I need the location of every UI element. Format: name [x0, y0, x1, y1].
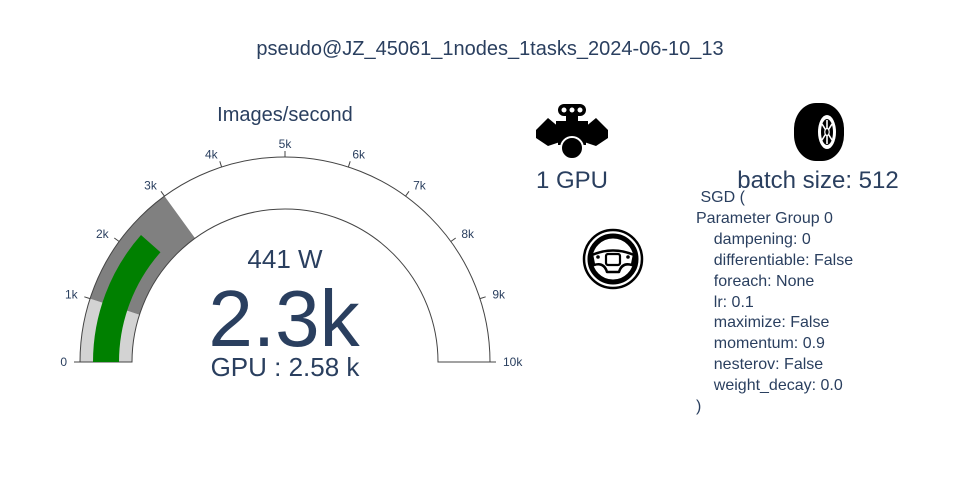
optimizer-line: SGD ( — [696, 189, 745, 206]
gauge-background — [80, 157, 490, 362]
gauge-tick-label: 1k — [65, 288, 79, 302]
optimizer-line: differentiable: False — [696, 251, 854, 269]
gauge-tick-label: 6k — [352, 148, 366, 162]
optimizer-line: foreach: None — [696, 272, 815, 290]
gauge-title: Images/second — [217, 104, 353, 126]
gauge-tick-label: 9k — [492, 288, 506, 302]
optimizer-line: nesterov: False — [696, 356, 824, 374]
optimizer-line: Parameter Group 0 — [696, 209, 833, 227]
optimizer-line: ) — [696, 398, 702, 416]
optimizer-config: SGD ( Parameter Group 0 dampening: 0 dif… — [696, 188, 853, 418]
gauge-tick-label: 10k — [503, 355, 523, 369]
optimizer-line: maximize: False — [696, 314, 830, 332]
optimizer-line: dampening: 0 — [696, 230, 811, 248]
gauge-tick — [84, 296, 91, 300]
optimizer-line: momentum: 0.9 — [696, 335, 825, 353]
power-readout: 441 W — [247, 244, 323, 274]
gauge-tick-label: 2k — [96, 227, 110, 241]
optimizer-line: lr: 0.1 — [696, 293, 754, 311]
gauge-tick-label: 7k — [413, 179, 427, 193]
gauge-outline — [79, 156, 491, 363]
gauge-tick-label: 4k — [205, 148, 219, 162]
gauge-tick-label: 0 — [60, 355, 67, 369]
tire-icon — [794, 103, 844, 161]
gauge-tick-label: 8k — [461, 227, 475, 241]
gauge-tick — [114, 237, 120, 242]
gauge-bar — [93, 235, 161, 362]
gauge-value: 2.3k — [208, 274, 360, 363]
optimizer-line: weight_decay: 0.0 — [696, 377, 843, 395]
gauge-tick-label: 5k — [279, 137, 293, 151]
batch-size-label: batch size: 512 — [737, 167, 899, 194]
gauge-tick — [479, 296, 486, 300]
reference-value: GPU : 2.58 k — [210, 352, 360, 382]
page-title: pseudo@JZ_45061_1nodes_1tasks_2024-06-10… — [256, 38, 724, 60]
gauge-tick — [219, 161, 223, 168]
gauge-tick — [347, 161, 351, 168]
gauge-tick-label: 3k — [144, 179, 158, 193]
gpu-count-label: 1 GPU — [535, 167, 609, 194]
gauge-tick — [405, 191, 410, 197]
gauge-tick — [450, 237, 456, 242]
engine-icon — [536, 104, 608, 160]
gauge-tick — [160, 191, 165, 197]
steering-wheel-icon — [582, 228, 644, 290]
